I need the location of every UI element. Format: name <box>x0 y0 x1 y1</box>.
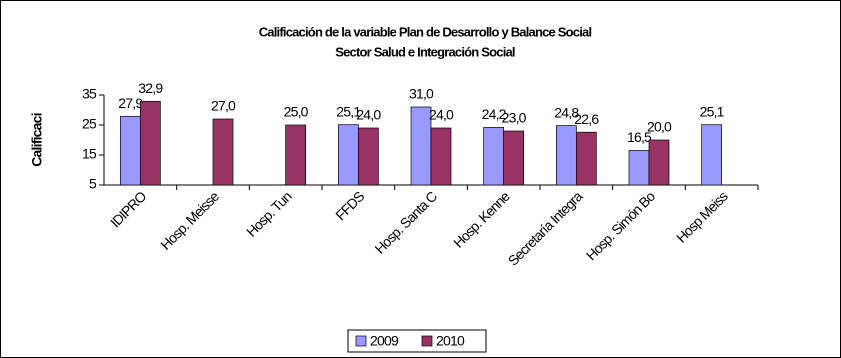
bar <box>648 139 670 186</box>
bar <box>139 100 161 186</box>
y-tick-label: 5 <box>89 176 97 192</box>
bar <box>337 124 359 186</box>
bar <box>212 118 234 186</box>
value-label: 25,1 <box>336 103 361 119</box>
value-label: 24,0 <box>356 107 381 123</box>
value-label: 31,0 <box>409 86 434 102</box>
legend-swatch <box>421 335 433 347</box>
value-label: 20,0 <box>647 119 672 135</box>
bar <box>430 127 452 186</box>
value-label: 23,0 <box>502 110 527 126</box>
y-axis-title: Calificaci <box>29 113 45 166</box>
bar <box>119 115 141 186</box>
value-label: 16,5 <box>627 129 652 145</box>
value-label: 24,8 <box>554 104 579 120</box>
bar <box>503 130 525 186</box>
bar <box>555 125 577 186</box>
bar <box>483 127 505 186</box>
y-tick-label: 15 <box>82 146 97 162</box>
legend-label: 2010 <box>436 333 465 349</box>
value-label: 22,6 <box>574 111 599 127</box>
legend-label: 2009 <box>370 333 399 349</box>
value-label: 32,9 <box>138 80 163 96</box>
bar <box>357 127 379 186</box>
bar <box>285 124 307 186</box>
bar <box>575 131 597 186</box>
value-label: 27,0 <box>211 98 236 114</box>
value-label: 27,9 <box>118 95 143 111</box>
chart-subtitle: Sector Salud e Integración Social <box>335 44 515 59</box>
bar <box>701 124 723 186</box>
bar <box>628 150 650 186</box>
value-label: 25,0 <box>284 104 309 120</box>
legend-box <box>347 329 487 353</box>
chart-title: Calificación de la variable Plan de Desa… <box>259 24 592 39</box>
value-label: 24,2 <box>482 106 507 122</box>
value-label: 25,1 <box>700 103 725 119</box>
legend-swatch <box>355 335 367 347</box>
value-label: 24,0 <box>429 107 454 123</box>
y-tick-label: 35 <box>82 86 97 102</box>
y-tick-label: 25 <box>82 116 97 132</box>
